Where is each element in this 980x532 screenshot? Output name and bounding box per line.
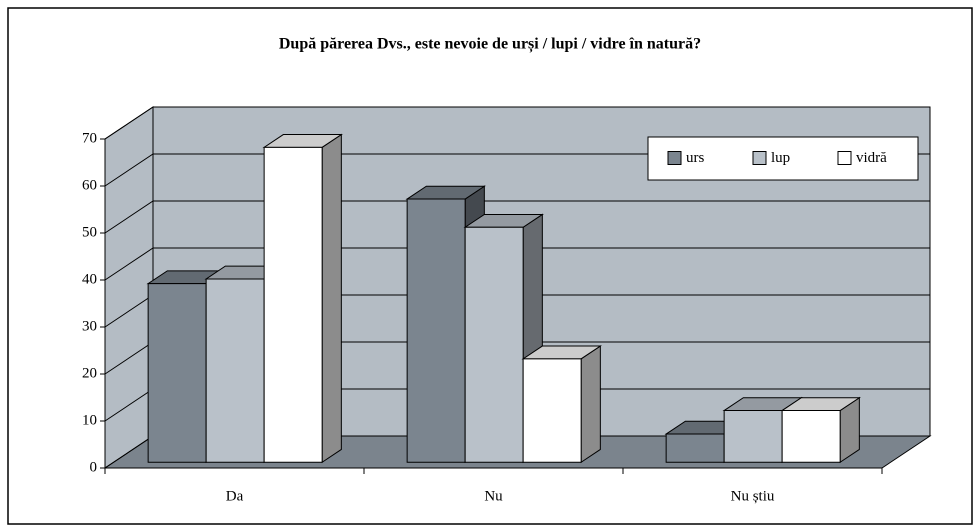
grid-line xyxy=(104,247,930,281)
legend-swatch xyxy=(837,151,852,165)
bar-front xyxy=(781,410,841,463)
grid-line xyxy=(104,106,930,140)
y-tick-label: 10 xyxy=(82,412,97,428)
bar-side xyxy=(321,133,342,464)
y-tick-label: 40 xyxy=(82,271,97,287)
y-tick-label: 0 xyxy=(90,459,98,475)
x-tick-label: Nu știu xyxy=(731,488,775,504)
bar-front xyxy=(522,358,582,463)
bar-front xyxy=(464,226,524,463)
legend-swatch xyxy=(667,151,682,165)
x-tick-label: Nu xyxy=(484,488,503,504)
y-tick-label: 70 xyxy=(82,130,97,146)
y-tick-label: 60 xyxy=(82,177,97,193)
bar-front xyxy=(263,146,323,463)
legend-swatch xyxy=(752,151,767,165)
y-tick-label: 30 xyxy=(82,318,97,334)
x-tick-label: Da xyxy=(226,488,244,504)
bar xyxy=(780,396,861,464)
chart-title: După părerea Dvs., este nevoie de urși /… xyxy=(279,36,701,54)
legend-label: vidră xyxy=(856,150,887,166)
bar xyxy=(262,133,343,464)
y-tick-label: 50 xyxy=(82,224,97,240)
side-wall xyxy=(104,106,154,469)
legend-label: urs xyxy=(686,150,704,166)
bar-side xyxy=(580,345,601,464)
bar-front xyxy=(205,278,265,463)
bar-front xyxy=(723,410,783,463)
bar xyxy=(521,345,602,464)
grid-line xyxy=(104,200,930,234)
y-tick-label: 20 xyxy=(82,365,97,381)
bar-front xyxy=(665,433,725,463)
bar-front xyxy=(406,198,466,463)
legend-label: lup xyxy=(771,150,790,166)
bar-front xyxy=(147,283,207,463)
legend-box xyxy=(647,136,919,181)
